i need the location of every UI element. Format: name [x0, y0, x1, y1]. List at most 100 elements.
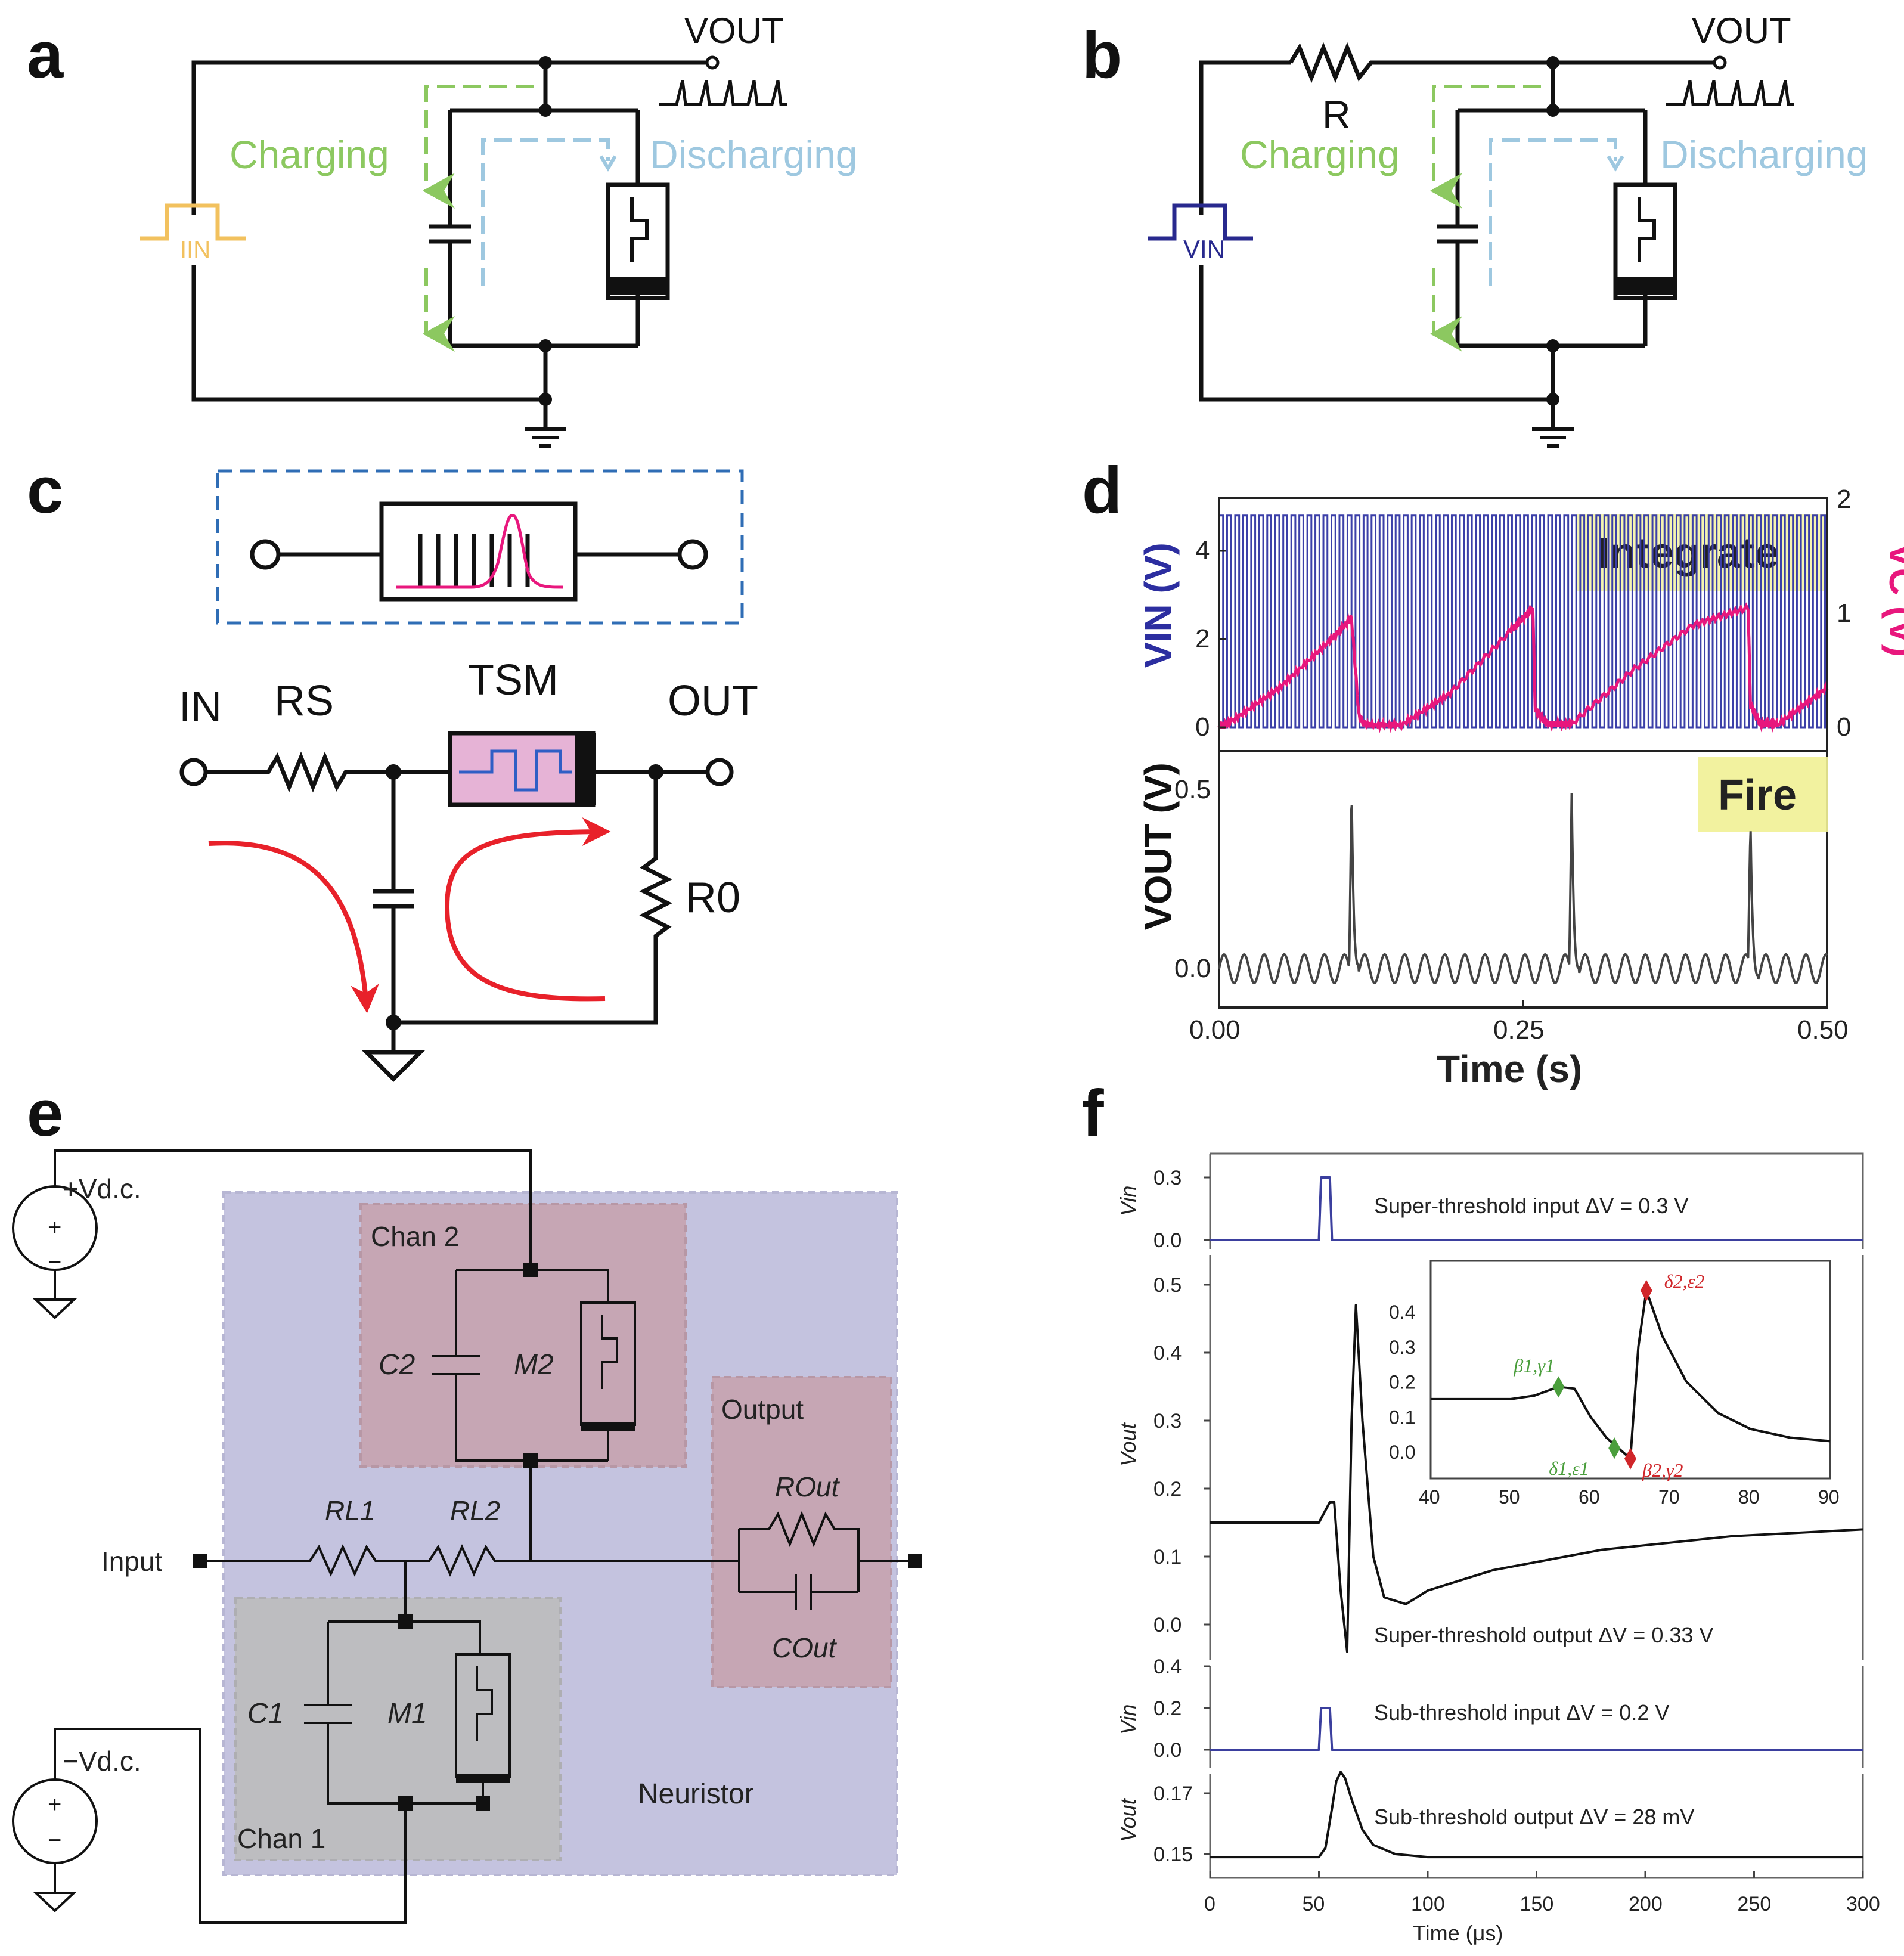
- f-vin-super-ytick: 0.3: [1153, 1167, 1182, 1189]
- e-chan2: Chan 2: [371, 1221, 459, 1252]
- e-vdc-neg: −Vd.c.: [63, 1746, 141, 1777]
- chan1-region: [234, 1597, 562, 1861]
- f-vout-sub-series-line: [1210, 1771, 1863, 1859]
- f-inset-marker: [1624, 1447, 1636, 1470]
- f-inset-ytick: 0.2: [1389, 1372, 1415, 1393]
- f-vin-sub-ytick: 0.4: [1153, 1656, 1182, 1678]
- f-inset-marker: [1608, 1437, 1621, 1459]
- f-sub-output: Sub-threshold output ΔV = 28 mV: [1374, 1805, 1694, 1829]
- e-minus-top: −: [48, 1249, 61, 1275]
- e-chan1: Chan 1: [237, 1823, 325, 1854]
- e-input: Input: [101, 1546, 163, 1577]
- panel-a: a IIN VOUT Charging Dischargi: [27, 11, 858, 448]
- e-minus-bottom: −: [48, 1827, 61, 1853]
- f-ylabel-vin-sub: Vin: [1116, 1704, 1140, 1735]
- f-vin-sub-ytick: 0.0: [1153, 1739, 1182, 1762]
- f-xlabel: Time (μs): [1413, 1921, 1503, 1945]
- f-vout-super-series-line: [1210, 1304, 1863, 1653]
- f-inset-xtick: 80: [1738, 1486, 1760, 1508]
- d-xlabel: Time (s): [1437, 1047, 1582, 1090]
- d-bottom-y-tick: 0.0: [1174, 954, 1211, 983]
- panel-e-letter: e: [27, 1077, 63, 1150]
- f-xtick: 50: [1303, 1893, 1325, 1915]
- d-top-left-tick: 0: [1195, 712, 1210, 742]
- f-inset-xtick: 40: [1419, 1486, 1440, 1508]
- f-xtick: 100: [1411, 1893, 1445, 1915]
- panel-f-letter: f: [1082, 1077, 1104, 1150]
- e-plus-top: +: [48, 1214, 61, 1241]
- panel-c-out: OUT: [668, 677, 758, 725]
- vc-series-line: [1217, 602, 1829, 733]
- d-top-left-tick: 4: [1195, 536, 1210, 565]
- panel-c-rs: RS: [274, 677, 334, 725]
- e-m1: M1: [387, 1698, 427, 1729]
- f-inset-annotation: β1,γ1: [1513, 1354, 1555, 1376]
- f-xtick: 150: [1520, 1893, 1554, 1915]
- e-neuristor: Neuristor: [638, 1778, 754, 1810]
- f-inset-xtick: 70: [1658, 1486, 1680, 1508]
- f-vout-super-ytick: 0.3: [1153, 1410, 1182, 1433]
- f-xtick: 0: [1204, 1893, 1215, 1915]
- panel-a-charging: Charging: [230, 132, 389, 176]
- f-super-input: Super-threshold input ΔV = 0.3 V: [1374, 1194, 1688, 1218]
- panel-d-letter: d: [1082, 454, 1122, 527]
- e-output: Output: [721, 1394, 804, 1425]
- f-vin-super-ytick: 0.0: [1153, 1229, 1182, 1252]
- vout-series-line: [1218, 792, 1828, 985]
- panel-f: f 0.00.30.00.10.20.30.40.50.00.20.40.150…: [1082, 1077, 1880, 1945]
- f-vin-sub-series-line: [1210, 1707, 1863, 1751]
- panel-b-letter: b: [1082, 18, 1122, 92]
- panel-a-letter: a: [27, 18, 64, 92]
- panel-c-tsm: TSM: [468, 656, 559, 704]
- output-region: [711, 1376, 892, 1688]
- f-inset-annotation: δ2,ε2: [1664, 1270, 1704, 1292]
- d-top-right-tick: 1: [1837, 599, 1851, 628]
- d-ylabel-vout: VOUT (V): [1137, 762, 1180, 930]
- panel-c-r0: R0: [686, 874, 740, 922]
- e-rout: ROut: [775, 1471, 841, 1502]
- panel-a-vout: VOUT: [684, 11, 784, 51]
- f-super-output: Super-threshold output ΔV = 0.33 V: [1374, 1623, 1713, 1647]
- f-vout-super-ytick: 0.1: [1153, 1546, 1182, 1568]
- f-vin-super-series-line: [1210, 1176, 1863, 1241]
- panel-c-letter: c: [27, 454, 63, 527]
- panel-a-discharging: Discharging: [650, 132, 858, 176]
- f-inset-annotation: δ1,ε1: [1549, 1458, 1589, 1479]
- d-top-left-tick: 2: [1195, 624, 1210, 653]
- f-vout-super-ytick: 0.0: [1153, 1614, 1182, 1636]
- e-cout: COut: [772, 1632, 838, 1663]
- f-ylabel-vout-sub: Vout: [1116, 1797, 1140, 1842]
- f-sub-input: Sub-threshold input ΔV = 0.2 V: [1374, 1700, 1669, 1725]
- f-ylabel-vin-super: Vin: [1116, 1186, 1140, 1216]
- panel-b-charging: Charging: [1240, 132, 1400, 176]
- f-inset-ytick: 0.3: [1389, 1337, 1415, 1358]
- f-inset-marker: [1640, 1279, 1652, 1301]
- f-inset-ytick: 0.1: [1389, 1406, 1415, 1428]
- e-vdc-pos: +Vd.c.: [63, 1173, 141, 1204]
- e-rl2: RL2: [450, 1495, 500, 1526]
- e-c2: C2: [379, 1349, 415, 1381]
- d-bottom-plot: 0.0 0.5 0.00 0.25 0.50: [1174, 775, 1849, 1044]
- f-inset-annotation: β2,γ2: [1642, 1459, 1683, 1481]
- d-top-plot: 0 2 4 0 1 2: [1195, 485, 1851, 742]
- f-vout-super-ytick: 0.5: [1153, 1274, 1182, 1297]
- e-plus-bottom: +: [48, 1791, 61, 1818]
- d-bottom-x-tick: 0.50: [1797, 1015, 1849, 1044]
- e-rl1: RL1: [325, 1495, 375, 1526]
- e-c1: C1: [247, 1698, 284, 1729]
- f-vout-super-ytick: 0.2: [1153, 1478, 1182, 1501]
- f-vin-sub-ytick: 0.2: [1153, 1697, 1182, 1720]
- e-m2: M2: [514, 1349, 554, 1381]
- panel-b-discharging: Discharging: [1660, 132, 1868, 176]
- panel-d-fire: Fire: [1718, 771, 1797, 819]
- panel-c: c IN RS TSM OUT R0: [27, 454, 758, 1082]
- vin-series-line: [1218, 514, 1827, 729]
- f-plots: 0.0 0.3 0.0 0.1 0.2 0.3 0.4 0.5 0.0 0.2 0.4 0.15 0.1…: [1153, 1152, 1880, 1915]
- panel-b: b R VIN VOUT Charging Discharging: [1082, 11, 1868, 448]
- fire-highlight: [1698, 757, 1828, 832]
- panel-a-iin: IIN: [180, 237, 210, 263]
- panel-c-in: IN: [179, 683, 222, 731]
- d-top-right-tick: 0: [1837, 712, 1851, 742]
